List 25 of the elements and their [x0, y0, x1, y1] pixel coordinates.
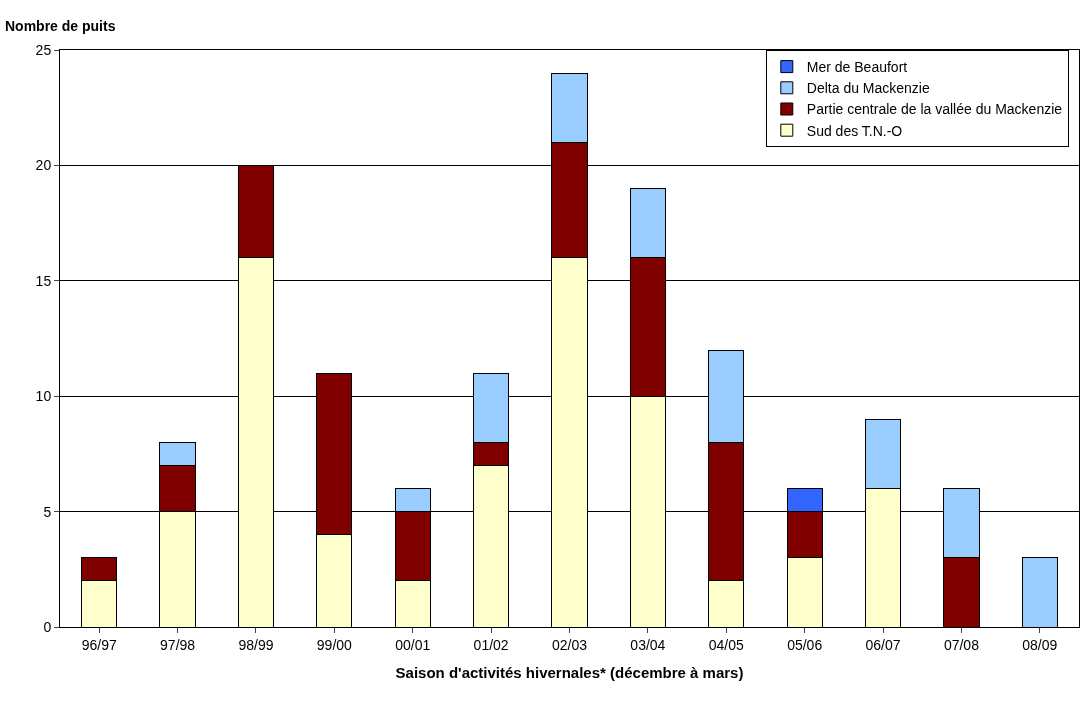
y-tick-label: 0 — [43, 618, 52, 635]
x-tick-label: 99/00 — [316, 636, 353, 653]
x-tick-label: 04/05 — [708, 636, 744, 653]
x-tick-label: 07/08 — [943, 636, 980, 653]
x-tick-label: 98/99 — [238, 636, 274, 653]
x-tick-label: 08/09 — [1022, 636, 1058, 653]
x-tick-label: 03/04 — [630, 636, 666, 653]
x-tick-label: 96/97 — [81, 636, 117, 653]
legend-label: Delta du Mackenzie — [806, 80, 930, 97]
y-tick-label: 5 — [43, 503, 52, 520]
x-tick-label: 05/06 — [787, 636, 823, 653]
x-tick-label: 01/02 — [473, 636, 509, 653]
legend-label: Partie centrale de la vallée du Mackenzie — [806, 101, 1063, 118]
x-tick-label: 00/01 — [395, 636, 431, 653]
x-tick-label: 06/07 — [865, 636, 901, 653]
y-tick-label: 15 — [35, 272, 52, 289]
y-tick-label: 10 — [35, 388, 52, 405]
y-tick-label: 25 — [35, 41, 52, 58]
y-tick-label: 20 — [35, 157, 52, 174]
x-axis-title: Saison d'activités hivernales* (décembre à mars) — [395, 663, 744, 681]
y-axis-title: Nombre de puits — [5, 18, 116, 34]
legend-label: Mer de Beaufort — [806, 59, 908, 76]
x-tick-label: 02/03 — [551, 636, 588, 653]
legend-label: Sud des T.N.-O — [806, 122, 903, 139]
x-tick-label: 97/98 — [160, 636, 196, 653]
